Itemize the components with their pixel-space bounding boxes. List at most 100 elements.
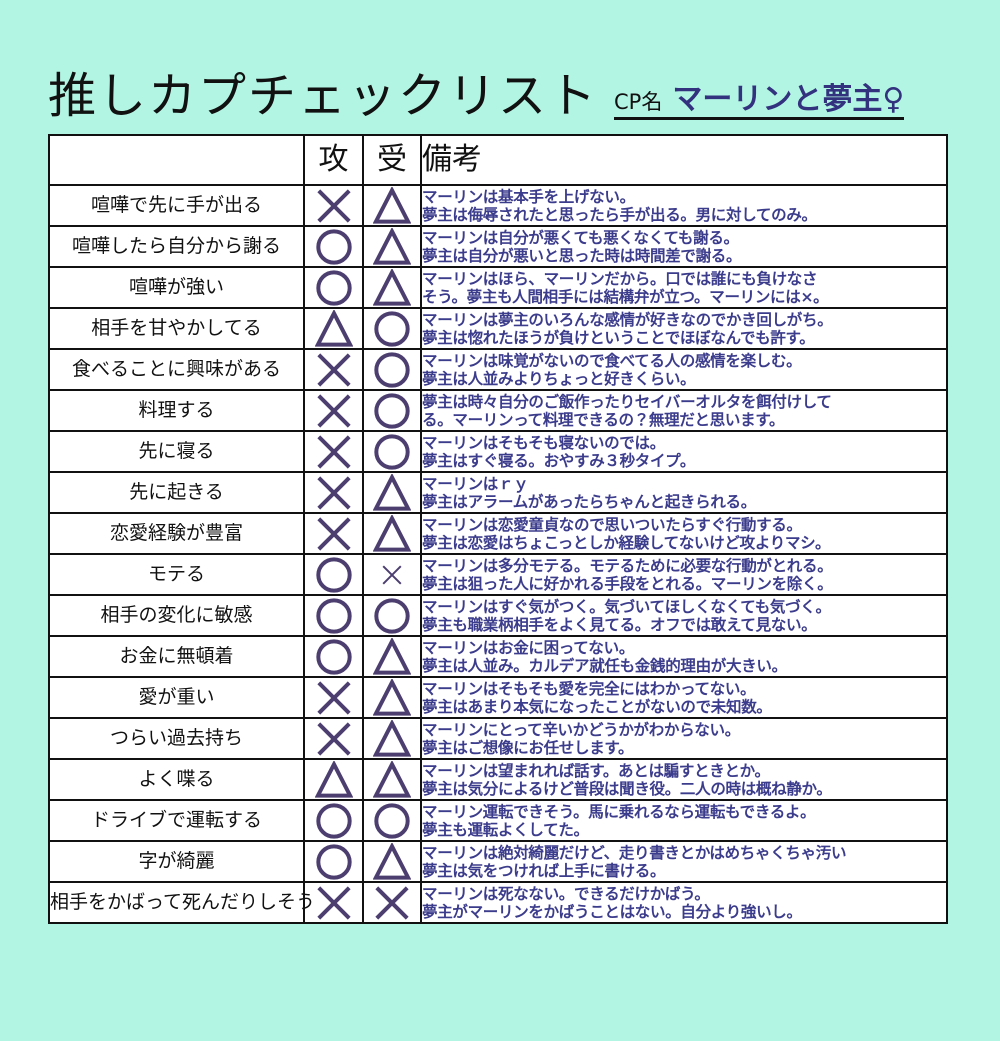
note-line-1: マーリンは多分モテる。モテるために必要な行動がとれる。 — [422, 556, 833, 575]
cell-uke[interactable] — [362, 184, 422, 227]
cell-seme[interactable] — [303, 348, 364, 391]
cell-note: マーリンはｒｙ 夢主はアラームがあったらちゃんと起きられる。 — [420, 471, 948, 514]
cell-note: マーリン運転できそう。馬に乗れるなら運転もできるよ。 夢主も運転よくしてた。 — [420, 799, 948, 842]
cell-seme[interactable] — [303, 758, 364, 801]
note-line-2: 夢主はあまり本気になったことがないので未知数。 — [422, 697, 772, 716]
table-row: 喧嘩したら自分から謝る マーリンは自分が悪くても悪くなくても謝る。 夢主は自分が悪い… — [48, 225, 948, 268]
cell-uke[interactable] — [362, 840, 422, 883]
cell-uke[interactable] — [362, 389, 422, 432]
cell-seme[interactable] — [303, 307, 364, 350]
row-label: 先に寝る — [48, 430, 305, 473]
cell-note: マーリンは死なない。できるだけかばう。 夢主がマーリンをかばうことはない。自分より… — [420, 881, 948, 924]
cell-uke[interactable] — [362, 307, 422, 350]
mark-triangle-icon — [373, 186, 411, 225]
cell-seme[interactable] — [303, 266, 364, 309]
cell-seme[interactable] — [303, 717, 364, 760]
cell-uke[interactable] — [362, 717, 422, 760]
cell-uke[interactable] — [362, 799, 422, 842]
cell-uke[interactable] — [362, 676, 422, 719]
row-label: モテる — [48, 553, 305, 596]
note-line-1: マーリンにとって辛いかどうかがわからない。 — [422, 720, 740, 739]
note-line-2: 夢主は狙った人に好かれる手段をとれる。マーリンを除く。 — [422, 574, 833, 593]
note-line-1: マーリンはお金に困ってない。 — [422, 638, 635, 657]
table-row: よく喋る マーリンは望まれれば話す。あとは騙すときとか。 夢主は気分によるけど普段は… — [48, 758, 948, 801]
table-row: 恋愛経験が豊富 マーリンは恋愛童貞なので思いついたらすぐ行動する。 夢主は恋愛はちょ… — [48, 512, 948, 555]
cell-seme[interactable] — [303, 840, 364, 883]
cell-note: マーリンはすぐ気がつく。気づいてほしくなくても気づく。 夢主も職業柄相手をよく見て… — [420, 594, 948, 637]
cell-seme[interactable] — [303, 881, 364, 924]
mark-circle-icon — [315, 843, 353, 881]
note-line-1: マーリンは夢主のいろんな感情が好きなのでかき回しがち。 — [422, 310, 833, 329]
note-line-1: マーリンはすぐ気がつく。気づいてほしくなくても気づく。 — [422, 597, 831, 616]
cell-seme[interactable] — [303, 512, 364, 555]
cell-uke[interactable] — [362, 635, 422, 678]
mark-circle-icon — [373, 802, 411, 840]
table-row: 相手の変化に敏感 マーリンはすぐ気がつく。気づいてほしくなくても気づく。 夢主も職業… — [48, 594, 948, 637]
cell-note: マーリンにとって辛いかどうかがわからない。 夢主はご想像にお任せします。 — [420, 717, 948, 760]
cell-uke[interactable] — [362, 348, 422, 391]
cp-name-block: CP名 マーリンと夢主♀ — [614, 83, 905, 120]
cell-seme[interactable] — [303, 225, 364, 268]
mark-triangle-icon — [314, 760, 353, 799]
mark-triangle-icon — [373, 678, 411, 717]
cell-seme[interactable] — [303, 430, 364, 473]
cell-seme[interactable] — [303, 676, 364, 719]
cell-seme[interactable] — [303, 389, 364, 432]
header-row: 攻 受 備考 — [48, 134, 948, 186]
mark-cross-icon — [315, 515, 353, 553]
table-row: 喧嘩で先に手が出る マーリンは基本手を上げない。 夢主は侮辱されたと思ったら手が出る… — [48, 184, 948, 227]
table-row: 愛が重い マーリンはそもそも愛を完全にはわかってない。 夢主はあまり本気になったこと… — [48, 676, 948, 719]
note-line-1: マーリンはそもそも寝ないのでは。 — [422, 433, 665, 452]
table-row: 食べることに興味がある マーリンは味覚がないので食べてる人の感情を楽しむ。 夢主は人… — [48, 348, 948, 391]
mark-cross-icon — [315, 884, 353, 922]
row-label: 喧嘩で先に手が出る — [48, 184, 305, 227]
cell-uke[interactable] — [362, 594, 422, 637]
note-line-2: 夢主も職業柄相手をよく見てる。オフでは敢えて見ない。 — [422, 615, 817, 634]
cell-seme[interactable] — [303, 184, 364, 227]
cell-uke[interactable] — [362, 225, 422, 268]
mark-triangle-icon — [373, 760, 411, 799]
mark-cross-icon — [373, 884, 411, 922]
note-line-2: 夢主も運転よくしてた。 — [422, 820, 589, 839]
table-row: 相手を甘やかしてる マーリンは夢主のいろんな感情が好きなのでかき回しがち。 夢主は惚… — [48, 307, 948, 350]
note-line-2: 夢主はご想像にお任せします。 — [422, 738, 634, 757]
row-label: よく喋る — [48, 758, 305, 801]
mark-small-cross-icon — [381, 564, 403, 586]
cell-uke[interactable] — [362, 881, 422, 924]
header-seme: 攻 — [303, 134, 364, 186]
mark-circle-icon — [315, 269, 353, 307]
note-line-2: 夢主は気分によるけど普段は聞き役。二人の時は概ね静か。 — [422, 779, 832, 798]
note-line-1: マーリンは死なない。できるだけかばう。 — [422, 884, 710, 903]
cell-seme[interactable] — [303, 799, 364, 842]
note-line-2: 夢主は侮辱されたと思ったら手が出る。男に対してのみ。 — [422, 205, 817, 224]
cell-note: マーリンは基本手を上げない。 夢主は侮辱されたと思ったら手が出る。男に対してのみ。 — [420, 184, 948, 227]
cell-uke[interactable] — [362, 512, 422, 555]
cell-note: マーリンは絶対綺麗だけど、走り書きとかはめちゃくちゃ汚い 夢主は気をつければ上手に… — [420, 840, 948, 883]
cell-uke[interactable] — [362, 471, 422, 514]
mark-circle-icon — [315, 802, 353, 840]
row-label: 先に起きる — [48, 471, 305, 514]
note-line-1: マーリン運転できそう。馬に乗れるなら運転もできるよ。 — [422, 802, 816, 821]
note-line-2: 夢主は人並み。カルデア就任も金銭的理由が大きい。 — [422, 656, 787, 675]
mark-triangle-icon — [373, 637, 411, 676]
cell-seme[interactable] — [303, 471, 364, 514]
cell-seme[interactable] — [303, 635, 364, 678]
note-line-1: 夢主は時々自分のご飯作ったりセイバーオルタを餌付けして — [422, 392, 832, 411]
table-row: モテる マーリンは多分モテる。モテるために必要な行動がとれる。 夢主は狙った人に好か… — [48, 553, 948, 596]
cell-seme[interactable] — [303, 553, 364, 596]
table-body: 喧嘩で先に手が出る マーリンは基本手を上げない。 夢主は侮辱されたと思ったら手が出る… — [48, 184, 948, 924]
row-label: 恋愛経験が豊富 — [48, 512, 305, 555]
mark-cross-icon — [315, 720, 353, 758]
table-header: 攻 受 備考 — [48, 134, 948, 186]
mark-cross-icon — [315, 351, 353, 389]
cell-seme[interactable] — [303, 594, 364, 637]
cell-uke[interactable] — [362, 430, 422, 473]
cell-uke[interactable] — [362, 758, 422, 801]
row-label: 字が綺麗 — [48, 840, 305, 883]
cell-uke[interactable] — [362, 553, 422, 596]
row-label: 相手の変化に敏感 — [48, 594, 305, 637]
row-label: お金に無頓着 — [48, 635, 305, 678]
mark-triangle-icon — [314, 309, 353, 348]
cell-note: マーリンはお金に困ってない。 夢主は人並み。カルデア就任も金銭的理由が大きい。 — [420, 635, 948, 678]
cell-uke[interactable] — [362, 266, 422, 309]
